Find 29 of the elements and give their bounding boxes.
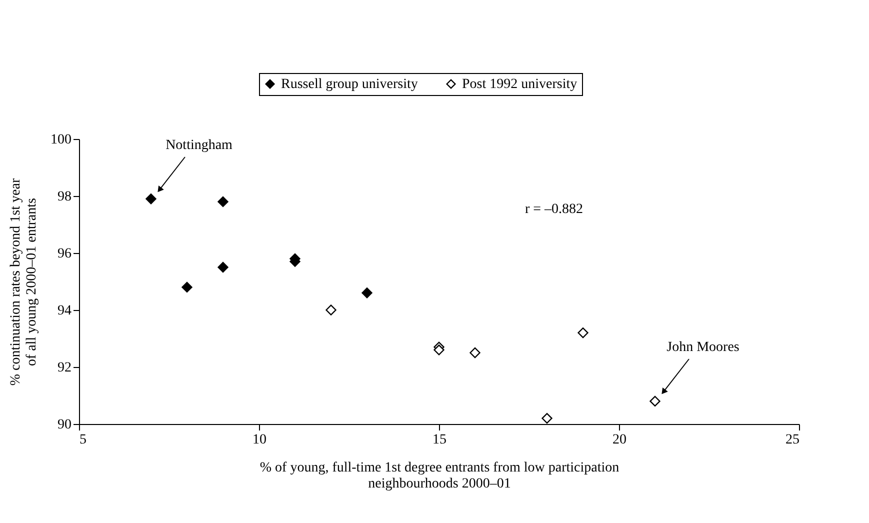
legend-label: Russell group university [281, 77, 418, 92]
y-tick-label: 98 [58, 190, 72, 204]
point [434, 344, 444, 356]
point [542, 412, 552, 424]
point [362, 288, 372, 298]
x-tick-label: 15 [432, 432, 446, 448]
point [218, 196, 228, 208]
x-tick-label: 5 [80, 432, 86, 448]
point [650, 396, 660, 407]
point [470, 347, 480, 358]
x-axis-title: % of young, full-time 1st degree entrants from low participation neighbourhoods 2000–01 [260, 460, 620, 492]
annotation: r = –0.882 [524, 202, 584, 217]
x-tick-label: 25 [786, 432, 800, 448]
y-tick-label: 92 [58, 360, 72, 376]
annotation: John Moores [666, 340, 740, 355]
legend-label: Post 1992 university [462, 77, 578, 92]
y-tick-label: 96 [58, 246, 72, 262]
point [182, 282, 192, 293]
y-axis-title: % continuation rates beyond 1st year of all young 2000–01 entrants [8, 178, 40, 386]
y-tick-label: 90 [58, 418, 72, 432]
x-tick-label: 20 [612, 432, 626, 448]
y-tick-label: 100 [50, 132, 72, 148]
annotation: Nottingham [166, 138, 233, 153]
y-tick-label: 94 [58, 304, 72, 318]
point [578, 327, 588, 338]
point [146, 194, 156, 204]
point [218, 262, 228, 273]
point [326, 304, 336, 316]
x-tick-label: 10 [252, 432, 266, 448]
